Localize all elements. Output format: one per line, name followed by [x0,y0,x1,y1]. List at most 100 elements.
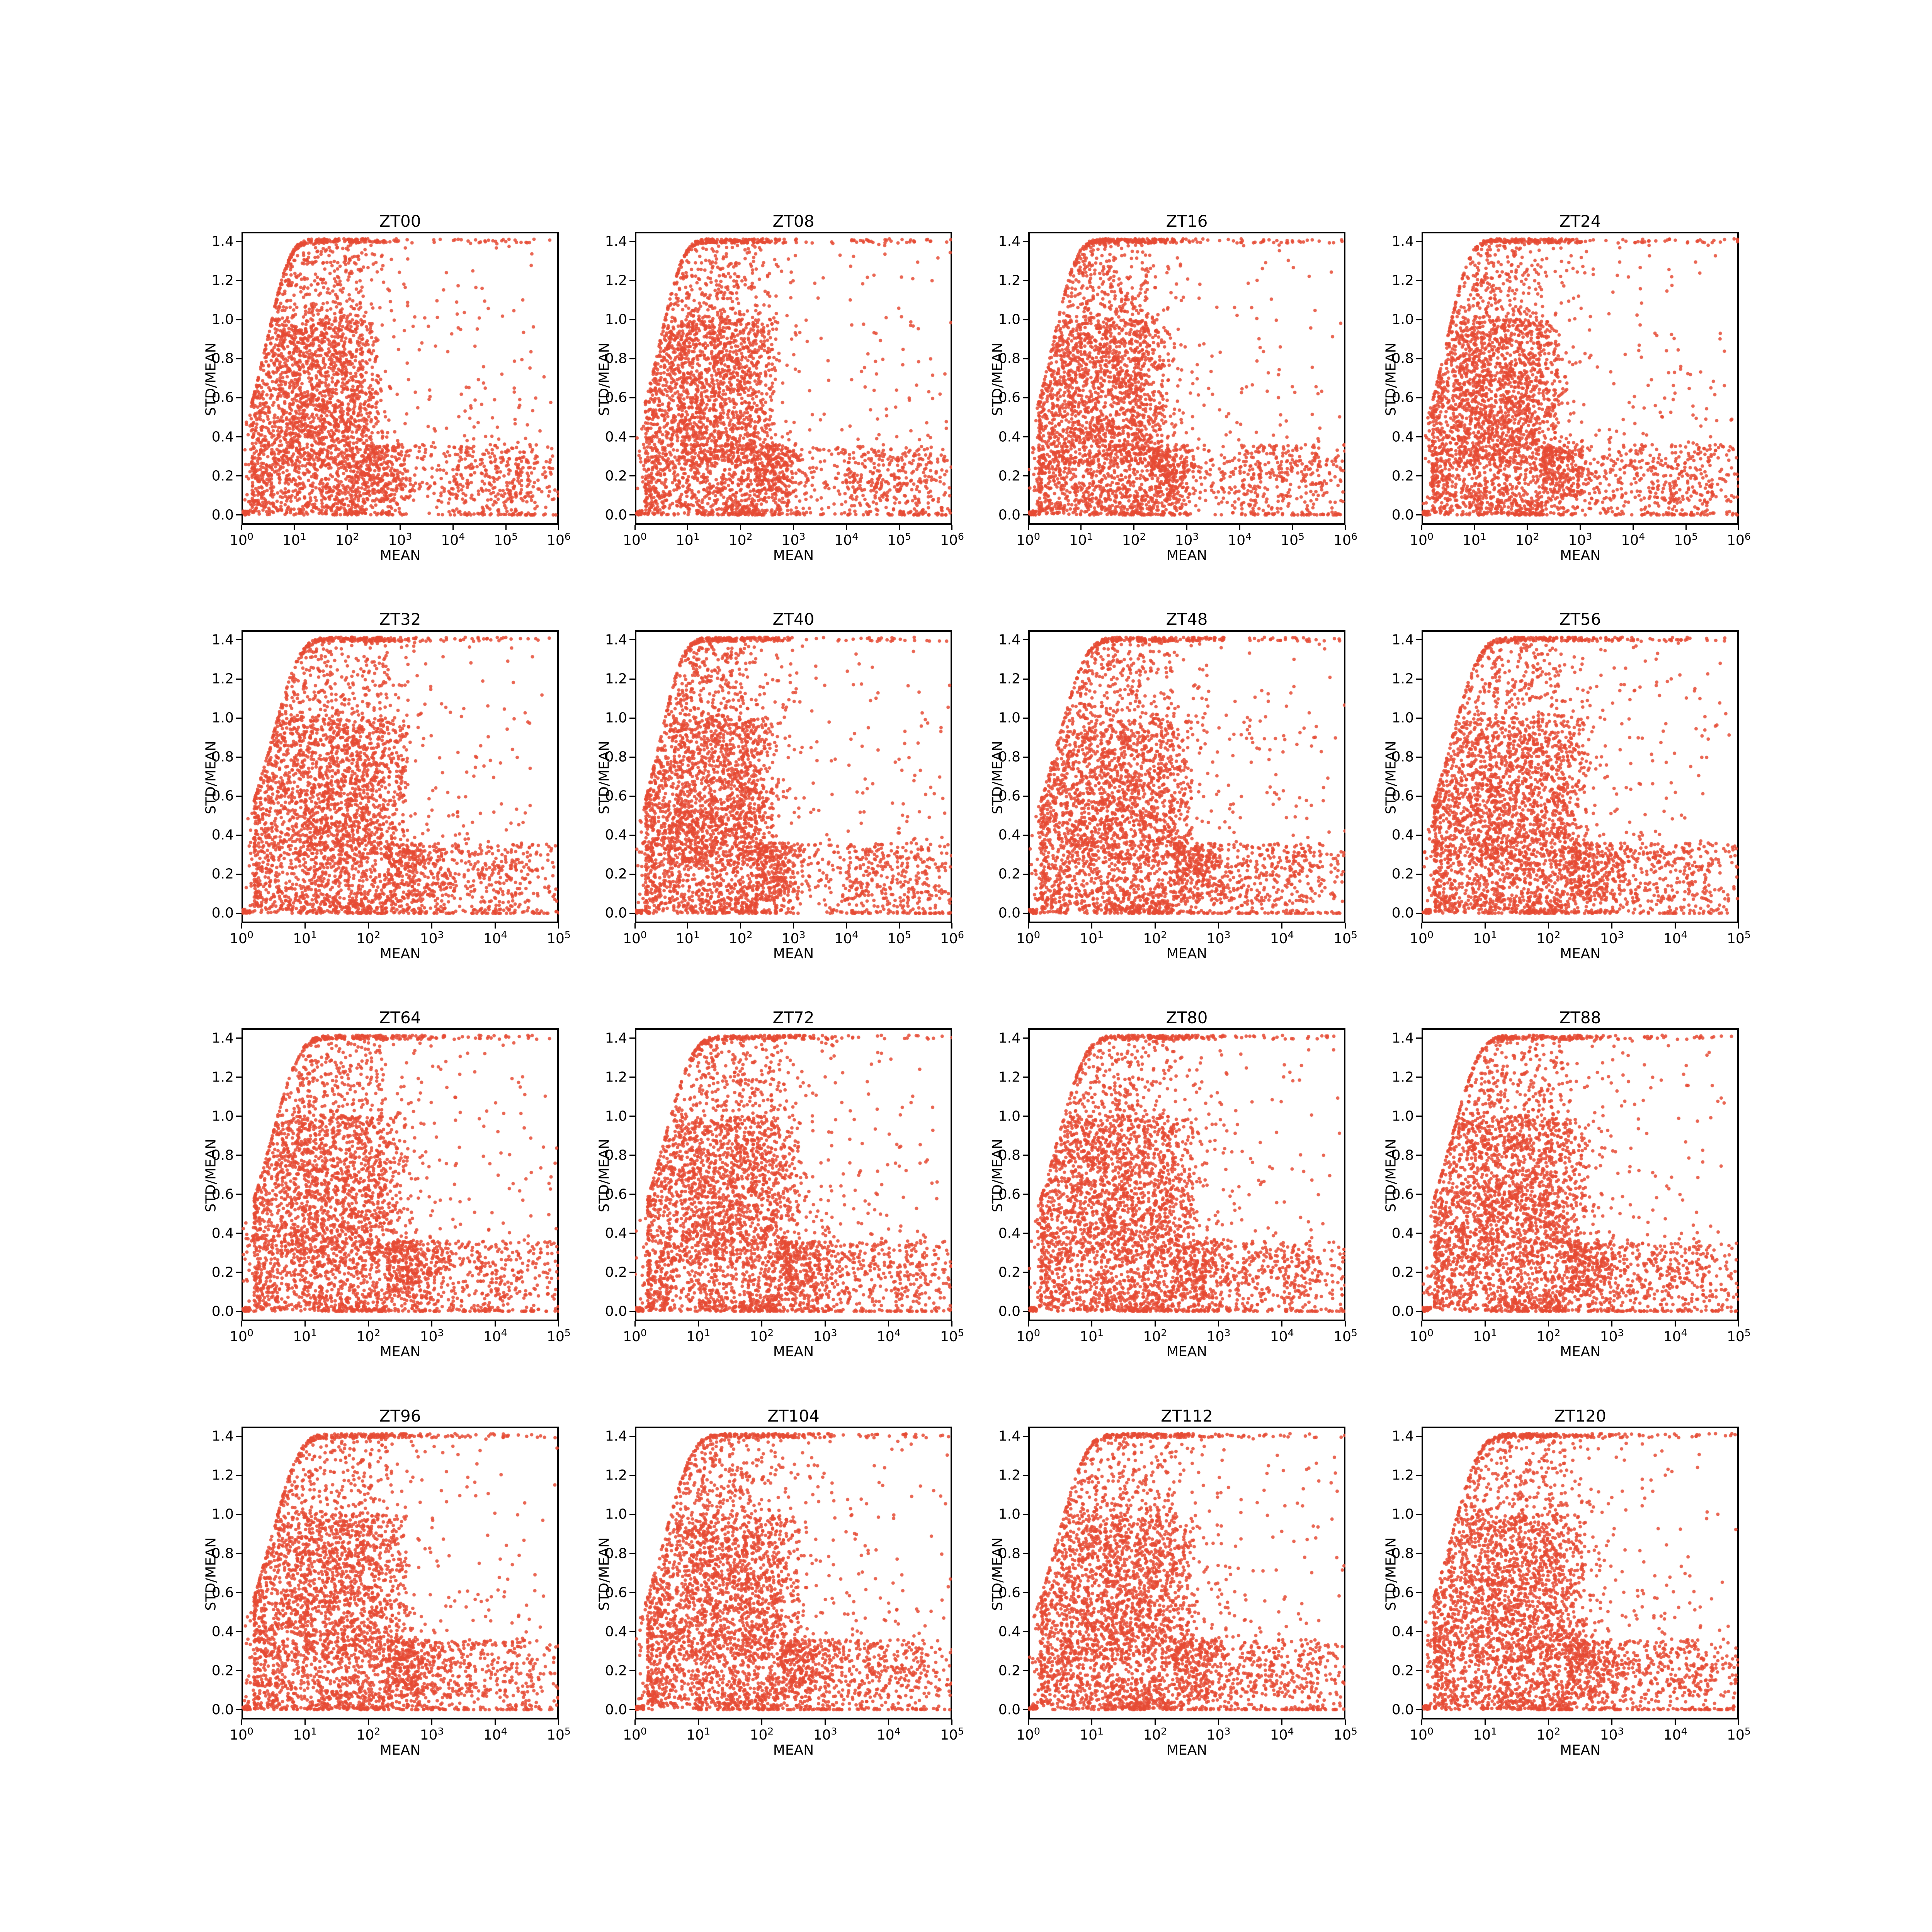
y-tick [1023,1553,1028,1554]
x-tick-label: 101 [1069,531,1093,548]
x-tick [347,525,348,530]
y-tick-label: 1.2 [995,1468,1020,1483]
x-tick-label: 104 [1228,531,1252,548]
y-tick-label: 1.4 [209,1030,234,1046]
x-tick-label: 104 [877,1327,901,1345]
x-tick [1281,1719,1282,1725]
y-tick-label: 1.0 [1389,1507,1414,1522]
x-tick-label: 105 [887,929,911,947]
y-tick [236,358,242,359]
y-tick [1023,1077,1028,1078]
y-tick [1416,796,1422,797]
y-tick-label: 0.2 [602,866,627,882]
y-tick-label: 1.0 [995,710,1020,726]
x-tick [698,1321,699,1327]
x-tick-label: 105 [1333,1726,1357,1743]
y-tick-label: 0.4 [1389,429,1414,445]
x-tick [1091,923,1092,929]
x-tick-label: 101 [676,929,700,947]
y-tick [629,1436,635,1437]
x-tick [846,525,847,530]
y-tick-label: 0.0 [209,1304,234,1320]
x-tick [1738,1321,1739,1327]
y-tick-label: 1.0 [995,1108,1020,1124]
y-tick [1416,874,1422,875]
x-tick-label: 103 [782,929,806,947]
subplot-zt88: ZT88MEANSTD/MEAN1001011021031041050.00.2… [1422,1028,1739,1321]
y-tick-label: 0.8 [602,1546,627,1561]
y-tick [1023,874,1028,875]
x-tick-label: 103 [1568,531,1592,548]
x-tick [495,923,496,929]
y-tick-label: 1.4 [995,234,1020,250]
y-tick [236,1592,242,1593]
subplot-title: ZT00 [242,212,559,231]
x-tick [951,1719,952,1725]
y-tick [1416,1077,1422,1078]
x-axis-label: MEAN [635,946,952,962]
y-tick-label: 0.0 [995,1702,1020,1718]
y-tick-label: 0.8 [995,351,1020,367]
x-tick [888,1321,889,1327]
x-tick [1186,525,1187,530]
y-tick [1416,1514,1422,1515]
y-tick [236,280,242,281]
scatter-canvas [1422,232,1739,525]
y-tick [1023,319,1028,320]
y-tick-label: 0.4 [995,429,1020,445]
x-tick-label: 103 [1600,1726,1624,1743]
x-tick-label: 105 [547,1726,571,1743]
subplot-title: ZT72 [635,1008,952,1027]
subplot-title: ZT56 [1422,610,1739,629]
x-tick [1633,525,1634,530]
x-tick-label: 102 [356,929,380,947]
subplot-title: ZT64 [242,1008,559,1027]
x-tick [793,525,794,530]
x-tick-label: 103 [1207,1726,1231,1743]
x-tick [304,1719,306,1725]
y-tick [236,1670,242,1671]
x-tick [1421,1321,1422,1327]
y-tick-label: 1.2 [995,273,1020,289]
x-tick-label: 104 [834,531,858,548]
scatter-canvas [242,630,559,923]
y-tick-label: 1.0 [602,1507,627,1522]
x-tick [1133,525,1134,530]
x-tick-label: 101 [1473,929,1497,947]
y-tick-label: 1.4 [209,632,234,648]
y-tick [629,1475,635,1476]
x-tick-label: 102 [1536,1726,1560,1743]
y-tick [1416,639,1422,640]
y-tick [1023,913,1028,914]
subplot-zt08: ZT08MEANSTD/MEAN1001011021031041051060.0… [635,232,952,525]
subplot-title: ZT48 [1028,610,1345,629]
x-tick [1345,1321,1346,1327]
y-tick [1023,514,1028,515]
y-tick-label: 0.8 [1389,351,1414,367]
x-tick [431,923,432,929]
y-tick [1416,1037,1422,1039]
y-tick-label: 0.6 [602,390,627,406]
y-tick-label: 1.4 [602,1429,627,1444]
y-tick [236,514,242,515]
y-tick [1416,475,1422,476]
x-tick-label: 105 [940,1726,964,1743]
x-tick [1580,525,1581,530]
y-tick-label: 0.6 [995,1186,1020,1202]
x-tick-label: 102 [1536,1327,1560,1345]
y-tick [629,874,635,875]
x-tick [1345,923,1346,929]
scatter-canvas [1028,1427,1345,1719]
x-tick [558,1321,559,1327]
x-tick-label: 102 [356,1726,380,1743]
y-tick-label: 0.8 [209,749,234,765]
x-tick-label: 100 [230,929,253,947]
x-tick [761,1321,762,1327]
x-tick [1028,1321,1029,1327]
x-tick-label: 102 [1143,1726,1167,1743]
y-tick-label: 1.4 [995,632,1020,648]
x-tick [400,525,401,530]
y-tick-label: 0.2 [995,1663,1020,1679]
y-tick [629,397,635,398]
y-tick [1416,241,1422,242]
